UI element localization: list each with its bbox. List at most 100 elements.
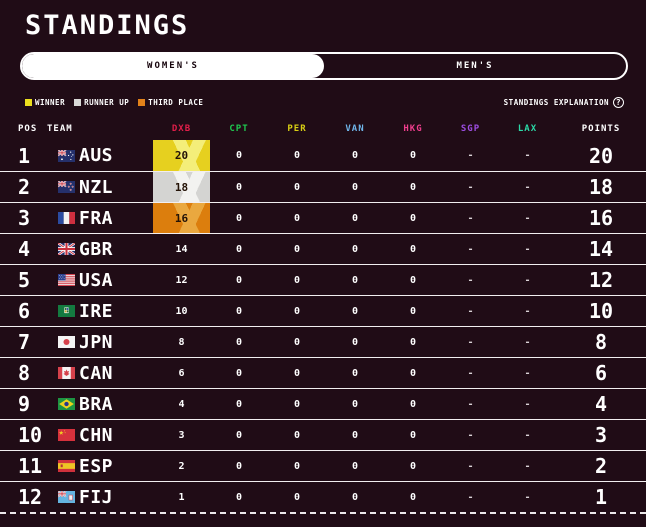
column-header-per: PER [287,124,307,134]
cpt-value: 0 [235,491,243,503]
column-header-pos: POS [18,124,38,134]
van-value: 0 [351,367,359,379]
sgp-value: - [467,398,474,410]
sgp-value: - [467,150,474,161]
column-header-points: POINTS [581,124,621,134]
column-header-cpt: CPT [229,124,249,134]
column-header-dxb: DXB [171,124,192,134]
points-value: 12 [588,268,614,292]
sgp-value: - [467,429,474,441]
flag-ire-icon [58,305,75,317]
legend-label: THIRD PLACE [148,98,204,107]
team-cell: AUS [47,140,153,171]
lax-value: - [524,367,531,379]
hkg-value: 0 [409,150,417,161]
runner_up-swatch-icon [74,99,82,106]
lax-value: - [524,181,531,193]
dxb-value: 3 [178,429,185,441]
per-value: 0 [293,181,301,193]
table-row-gbr: 4 GBR 14 0 0 0 0 - - 14 [0,233,646,264]
van-value: 0 [351,429,359,441]
column-header-sgp: SGP [460,124,481,134]
table-row-aus: 1 AUS 20 0 0 0 0 - - 20 [0,140,646,171]
table-row-chn: 10 CHN 3 0 0 0 0 - - 3 [0,419,646,450]
per-value: 0 [293,274,301,286]
sgp-value: - [467,460,474,472]
flag-fij-icon [58,491,75,503]
lax-value: - [524,398,531,410]
winner-swatch-icon [25,99,32,106]
per-value: 0 [293,336,301,348]
hkg-value: 0 [409,491,417,503]
hkg-value: 0 [409,181,417,193]
position-value: 4 [18,237,31,261]
flag-jpn-icon [58,336,75,348]
team-cell: JPN [47,327,153,357]
lax-value: - [524,212,531,224]
flag-aus-icon [58,149,75,162]
team-code: CHN [79,424,114,446]
team-code: ESP [79,455,114,477]
hkg-value: 0 [409,305,417,317]
legend-item-runner_up: RUNNER UP [74,98,129,107]
sgp-value: - [467,274,474,286]
dxb-value: 1 [178,491,185,503]
legend-label: WINNER [35,98,66,107]
flag-can-icon [58,367,75,379]
van-value: 0 [351,460,359,472]
cpt-value: 0 [235,212,243,224]
cpt-value: 0 [235,336,243,348]
cpt-value: 0 [235,305,243,317]
dxb-value-runner_up: 18 [153,172,210,202]
van-value: 0 [351,212,359,224]
lax-value: - [524,336,531,348]
standings-explanation-link[interactable]: STANDINGS EXPLANATION ? [504,97,624,108]
team-code: BRA [79,393,114,415]
table-row-ire: 6 IRE 10 0 0 0 0 - - 10 [0,295,646,326]
lax-value: - [524,274,531,286]
team-cell: IRE [47,296,153,326]
team-code: NZL [79,176,114,198]
table-row-usa: 5 USA 12 0 0 0 0 - - 12 [0,264,646,295]
van-value: 0 [351,491,359,503]
position-value: 6 [18,299,31,323]
team-cell: USA [47,265,153,295]
hkg-value: 0 [409,212,417,224]
column-header-lax: LAX [517,124,538,134]
question-circle-icon: ? [613,97,624,108]
legend-label: RUNNER UP [84,98,130,107]
team-code: AUS [79,145,114,166]
dxb-value: 2 [178,460,185,472]
table-row-esp: 11 ESP 2 0 0 0 0 - - 2 [0,450,646,481]
cpt-value: 0 [235,181,243,193]
sgp-value: - [467,367,474,379]
flag-nzl-icon [58,181,75,193]
flag-usa-icon [58,274,75,286]
sgp-value: - [467,491,474,503]
sgp-value: - [467,243,474,255]
tab-womens[interactable]: WOMEN'S [22,54,324,78]
van-value: 0 [351,398,359,410]
standings-table: 1 AUS 20 0 0 0 0- -20 2 NZL 18 0 0 0 0- -18 3 FRA 16 0 0 0 0- -… [0,140,646,514]
cpt-value: 0 [235,150,243,161]
sgp-value: - [467,212,474,224]
legend-item-third_place: THIRD PLACE [138,98,203,107]
column-header-team: TEAM [47,124,73,134]
lax-value: - [524,429,531,441]
dxb-value: 10 [175,305,188,317]
per-value: 0 [293,398,301,410]
lax-value: - [524,243,531,255]
tab-mens[interactable]: MEN'S [456,61,494,71]
team-code: GBR [79,238,114,260]
team-cell: CHN [47,420,153,450]
dxb-value-winner: 20 [153,140,210,171]
table-row-jpn: 7 JPN 8 0 0 0 0 - - 8 [0,326,646,357]
van-value: 0 [351,150,359,161]
cpt-value: 0 [235,460,243,472]
points-value: 6 [594,361,608,385]
medal-legend: WINNER RUNNER UP THIRD PLACE [25,98,203,107]
sgp-value: - [467,181,474,193]
team-cell: BRA [47,389,153,419]
team-cell: FIJ [47,482,153,512]
points-value: 18 [588,175,614,199]
